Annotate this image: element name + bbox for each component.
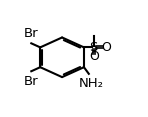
Text: Br: Br [23,75,38,88]
Text: S: S [90,41,98,54]
Text: NH₂: NH₂ [79,77,104,90]
Text: Br: Br [23,27,38,40]
Text: O: O [101,41,111,54]
Text: O: O [89,50,99,63]
